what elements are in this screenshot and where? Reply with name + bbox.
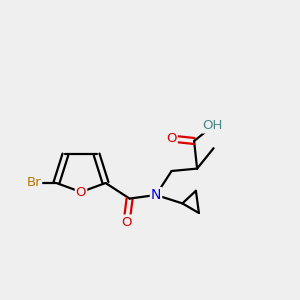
- Text: Br: Br: [27, 176, 41, 190]
- Text: OH: OH: [202, 119, 223, 133]
- Text: O: O: [122, 215, 132, 229]
- Text: O: O: [76, 185, 86, 199]
- Text: N: N: [151, 188, 161, 202]
- Text: O: O: [167, 132, 177, 145]
